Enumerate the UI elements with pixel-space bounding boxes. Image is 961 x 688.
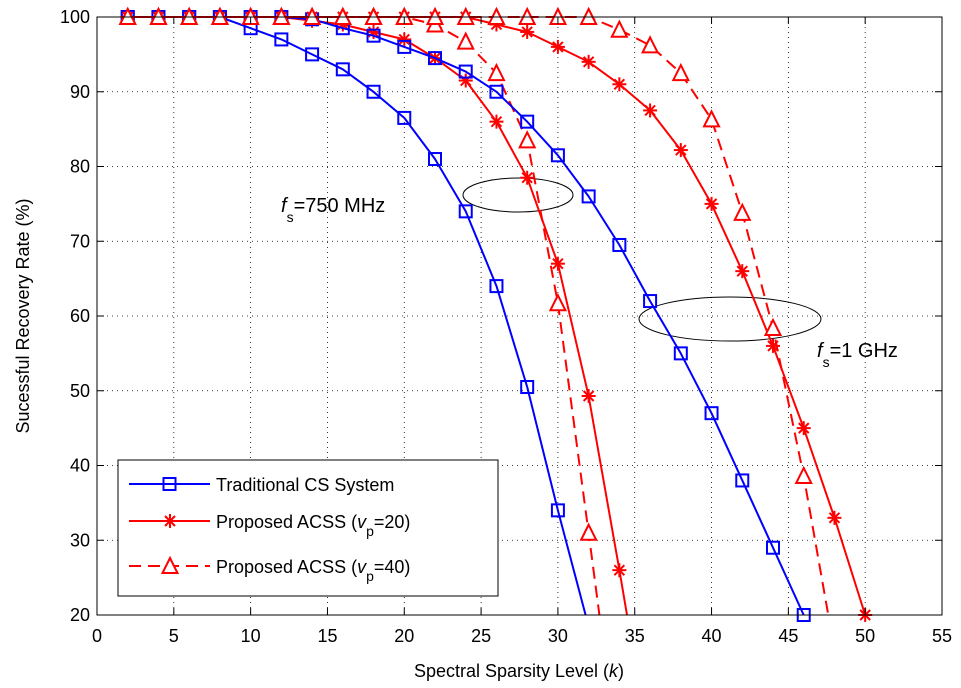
legend-marker-triangle (160, 555, 180, 574)
data-point-square (366, 84, 381, 99)
data-point-triangle (671, 62, 690, 82)
x-tick-label: 15 (317, 626, 337, 646)
x-tick-label: 30 (548, 626, 568, 646)
data-point-triangle (794, 465, 813, 484)
data-point-triangle (702, 109, 721, 128)
data-point-star (581, 388, 596, 403)
data-point-star (520, 24, 535, 39)
x-tick-label: 55 (932, 626, 952, 646)
y-tick-label: 100 (60, 7, 90, 27)
data-point-square (673, 346, 688, 361)
data-point-square (550, 503, 565, 518)
x-tick-label: 25 (471, 626, 491, 646)
legend-item-acss-20: Proposed ACSS (vp=20) (129, 512, 410, 539)
data-point-triangle (487, 62, 506, 82)
data-point-star (612, 563, 627, 578)
data-point-triangle (763, 317, 783, 336)
data-point-square (274, 32, 289, 47)
data-point-triangle (610, 19, 629, 38)
svg-text:fs=750 MHz: fs=750 MHz (281, 195, 385, 225)
data-point-square (489, 84, 504, 99)
data-point-star (735, 264, 750, 279)
data-point-square (397, 110, 412, 125)
data-point-triangle (518, 130, 537, 149)
data-point-square (612, 237, 627, 252)
annotation-ellipse-1ghz (638, 296, 822, 342)
data-point-square (458, 64, 473, 79)
x-tick-label: 40 (702, 626, 722, 646)
x-tick-label: 45 (778, 626, 798, 646)
annotation-1ghz: fs=1 GHz (817, 340, 898, 370)
y-tick-label: 50 (70, 381, 90, 401)
data-point-square (643, 294, 658, 309)
data-point-triangle (640, 35, 660, 54)
x-tick-label: 35 (625, 626, 645, 646)
data-point-square (520, 114, 535, 129)
data-point-star (520, 170, 535, 185)
data-point-star (581, 54, 596, 69)
x-tick-label: 0 (92, 626, 102, 646)
data-point-star (704, 196, 719, 211)
data-point-square (397, 39, 412, 54)
legend-marker-square (162, 477, 177, 491)
data-point-square (489, 279, 504, 294)
data-point-square (335, 62, 350, 77)
y-tick-label: 30 (70, 530, 90, 550)
svg-text:fs=1 GHz: fs=1 GHz (817, 340, 898, 370)
x-tick-label: 10 (241, 626, 261, 646)
y-axis-label: Sucessful Recovery Rate (%) (13, 198, 33, 433)
data-point-star (673, 143, 688, 158)
legend-item-traditional: Traditional CS System (129, 475, 394, 495)
data-point-star (612, 77, 627, 92)
legend-label-traditional: Traditional CS System (216, 475, 394, 495)
data-point-triangle (456, 31, 475, 50)
y-tick-label: 60 (70, 306, 90, 326)
data-point-star (550, 39, 565, 54)
axis-ticks (96, 16, 943, 616)
x-tick-label: 20 (394, 626, 414, 646)
data-point-square (428, 51, 442, 66)
data-point-star (397, 32, 412, 47)
data-point-square (305, 47, 320, 62)
x-tick-label: 50 (855, 626, 875, 646)
data-point-square (520, 380, 535, 395)
annotation-ellipse-750mhz (462, 177, 574, 213)
data-point-square (428, 152, 442, 167)
data-point-square (458, 204, 473, 219)
data-point-star (796, 421, 811, 436)
annotation-750mhz: fs=750 MHz (281, 195, 385, 225)
legend: Traditional CS System Proposed ACSS (vp=… (117, 459, 499, 597)
y-tick-label: 20 (70, 605, 90, 625)
y-tick-label: 70 (70, 231, 90, 251)
data-point-square (735, 473, 750, 488)
x-tick-label: 5 (169, 626, 179, 646)
tick-labels: 0 5 10 15 20 25 30 35 40 45 50 55 20 30 40 50 60 70 80 90 10… (60, 7, 952, 646)
data-point-square (581, 189, 596, 204)
data-point-star (643, 103, 658, 118)
data-point-star (489, 114, 504, 129)
legend-item-acss-40: Proposed ACSS (vp=40) (129, 555, 410, 584)
data-point-square (704, 406, 719, 421)
y-tick-label: 80 (70, 157, 90, 177)
data-point-star (827, 510, 842, 525)
legend-marker-star (163, 514, 177, 528)
data-point-triangle (579, 522, 598, 541)
x-axis-label: Spectral Sparsity Level (k) (414, 661, 624, 681)
data-point-square (366, 28, 381, 43)
y-tick-label: 90 (70, 82, 90, 102)
data-point-triangle (733, 202, 752, 221)
legend-box (117, 459, 499, 597)
data-point-star (550, 256, 565, 271)
legend-label-acss-20: Proposed ACSS (vp=20) (216, 512, 410, 539)
data-point-triangle (548, 293, 568, 312)
data-point-square (550, 148, 565, 163)
data-point-square (766, 540, 780, 555)
y-tick-label: 40 (70, 456, 90, 476)
annotation-ellipses (462, 177, 822, 342)
legend-label-acss-40: Proposed ACSS (vp=40) (216, 557, 410, 584)
